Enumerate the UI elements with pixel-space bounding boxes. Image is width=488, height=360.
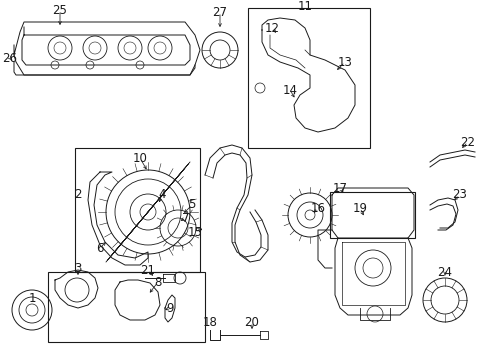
Text: 17: 17 [332,181,347,194]
Bar [247,8,369,148]
Text: 5: 5 [188,198,195,211]
Text: 13: 13 [337,55,352,68]
Text: 11: 11 [297,0,312,13]
Text: 10: 10 [132,152,147,165]
Text: 25: 25 [52,4,67,17]
Text: 26: 26 [2,51,18,64]
Text: 23: 23 [451,189,467,202]
Text: 1: 1 [28,292,36,305]
Text: 19: 19 [352,202,367,215]
Bar [329,192,414,238]
Text: 3: 3 [74,261,81,274]
Text: 14: 14 [282,84,297,96]
Text: 8: 8 [154,275,162,288]
Text: 15: 15 [187,225,202,238]
Text: 12: 12 [264,22,279,35]
Text: 2: 2 [74,189,81,202]
Text: 4: 4 [158,189,165,202]
Text: 27: 27 [212,5,227,18]
Text: 22: 22 [460,135,474,148]
Bar [48,272,204,342]
Text: 20: 20 [244,315,259,328]
Text: 18: 18 [202,315,217,328]
Text: 16: 16 [310,202,325,215]
Text: 21: 21 [140,264,155,276]
Text: 6: 6 [96,242,103,255]
Bar [75,148,200,272]
Text: 7: 7 [182,211,189,225]
Text: 9: 9 [166,302,173,315]
Text: 24: 24 [437,266,451,279]
